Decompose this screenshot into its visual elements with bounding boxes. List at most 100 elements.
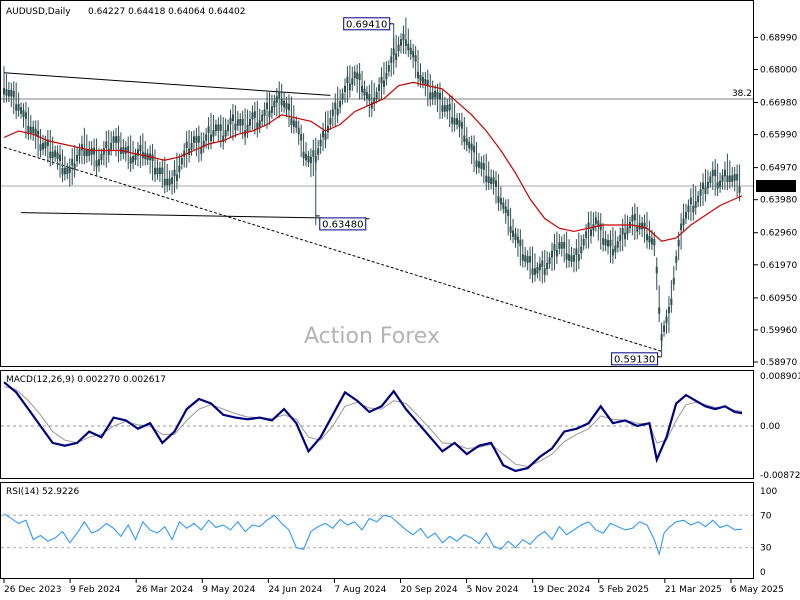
candle-body xyxy=(12,90,15,98)
candle-body xyxy=(339,100,342,108)
candle-body xyxy=(641,222,644,230)
rsi-tick-label: 0 xyxy=(760,568,766,578)
candle-body xyxy=(134,153,137,161)
candle-body xyxy=(541,260,544,267)
candle-body xyxy=(438,92,441,100)
candle-body xyxy=(533,268,536,275)
candle-body xyxy=(37,130,40,138)
candle-body xyxy=(63,167,66,175)
candle-body xyxy=(689,197,692,205)
current-price-label: 0.64402 xyxy=(758,183,795,193)
candle-body xyxy=(66,167,69,175)
price-annotations: 0.69410 0.63480 0.59130 38.2 xyxy=(315,17,752,366)
candle-body xyxy=(611,248,614,256)
candle-body xyxy=(521,254,524,261)
date-tick-label: 26 Mar 2024 xyxy=(136,585,193,595)
candle-body xyxy=(665,316,668,324)
candle-body xyxy=(414,55,417,62)
macd-signal-line xyxy=(3,386,743,468)
candle-body xyxy=(32,126,35,134)
candle-body xyxy=(329,118,332,125)
candle-body xyxy=(93,148,96,155)
candle-body xyxy=(509,226,512,233)
macd-tick-label: 0.008901 xyxy=(760,372,800,382)
candle-body xyxy=(285,102,288,110)
candle-body xyxy=(390,56,393,63)
candle-body xyxy=(385,72,388,80)
candle-body xyxy=(251,112,254,120)
candle-body xyxy=(704,187,707,194)
candle-body xyxy=(468,141,471,149)
candle-body xyxy=(188,148,191,155)
candle-body xyxy=(22,110,25,117)
candle-body xyxy=(597,220,600,227)
candle-body xyxy=(380,76,383,84)
price-tick-label: 0.58970 xyxy=(760,358,797,368)
date-tick-label: 21 Mar 2025 xyxy=(665,585,722,595)
candle-body xyxy=(719,180,722,188)
candle-body xyxy=(222,135,225,143)
candle-body xyxy=(246,124,249,132)
candle-body xyxy=(609,239,612,247)
candle-body xyxy=(46,139,49,146)
candle-body xyxy=(526,256,529,263)
candle-body xyxy=(197,136,200,143)
candle-body xyxy=(266,102,269,110)
candle-body xyxy=(672,277,675,285)
candle-body xyxy=(175,174,178,181)
candle-body xyxy=(59,154,62,162)
candle-body xyxy=(417,71,420,79)
price-tick-label: 0.63980 xyxy=(760,196,797,206)
candle-body xyxy=(168,178,171,186)
candle-body xyxy=(219,124,222,131)
candle-body xyxy=(531,268,534,275)
price-annotation-box xyxy=(319,217,367,231)
candle-body xyxy=(726,175,729,183)
candle-body xyxy=(297,127,300,135)
candle-body xyxy=(302,151,305,159)
candle-body xyxy=(324,133,327,140)
candle-body xyxy=(373,97,376,105)
candle-body xyxy=(548,257,551,264)
candle-body xyxy=(397,44,400,52)
candle-body xyxy=(171,177,174,184)
candle-body xyxy=(624,232,627,240)
candle-body xyxy=(663,325,666,332)
candle-body xyxy=(543,268,546,275)
candle-body xyxy=(180,158,183,165)
candle-body xyxy=(368,94,371,101)
candle-body xyxy=(115,136,118,143)
candle-body xyxy=(504,206,507,213)
rsi-tick-label: 30 xyxy=(760,544,772,554)
candle-body xyxy=(448,103,451,111)
rsi-tick-label: 100 xyxy=(760,487,777,497)
candle-body xyxy=(326,125,329,133)
candle-body xyxy=(490,177,493,184)
candle-body xyxy=(424,79,427,86)
candle-body xyxy=(124,147,127,154)
candle-body xyxy=(619,234,622,242)
macd-line xyxy=(3,381,743,473)
candle-body xyxy=(73,163,76,171)
candle-body xyxy=(217,124,220,131)
candle-body xyxy=(653,238,656,246)
candle-body xyxy=(382,80,385,87)
candle-body xyxy=(480,162,483,169)
macd-series: 0.008901 0.00 -0.008729 xyxy=(1,372,800,481)
candle-body xyxy=(68,166,71,173)
candle-body xyxy=(599,223,602,231)
candle-body xyxy=(407,43,410,51)
candle-body xyxy=(95,160,98,167)
candle-body xyxy=(212,130,215,137)
price-tick-label: 0.59960 xyxy=(760,326,797,336)
date-axis: 26 Dec 2023 9 Feb 2024 26 Mar 2024 9 May 20… xyxy=(3,579,784,595)
candle-body xyxy=(241,118,244,126)
candle-body xyxy=(648,235,651,243)
candle-body xyxy=(132,156,135,163)
candle-body xyxy=(451,117,454,124)
candle-body xyxy=(602,238,605,245)
macd-title: MACD(12,26,9) 0.002270 0.002617 xyxy=(6,375,166,385)
candle-body xyxy=(575,248,578,255)
candle-body xyxy=(650,237,653,245)
candle-body xyxy=(210,134,213,142)
